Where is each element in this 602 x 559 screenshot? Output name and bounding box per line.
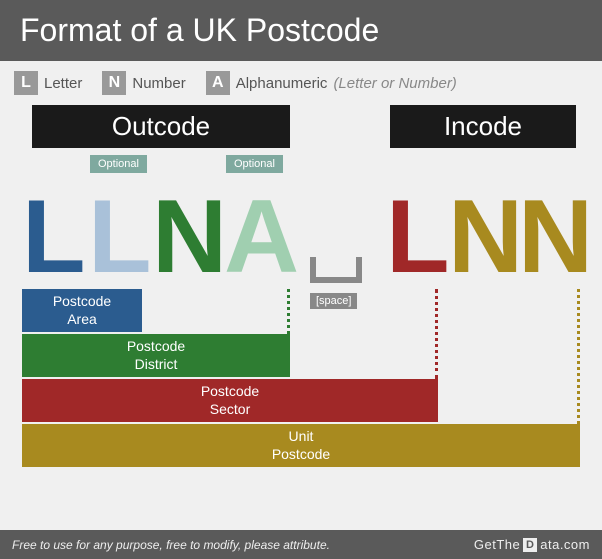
- level-bar-3: UnitPostcode: [22, 424, 580, 467]
- legend-label-letter: Letter: [44, 75, 82, 92]
- page-title: Format of a UK Postcode: [20, 12, 379, 48]
- char-2: N: [152, 185, 227, 289]
- legend-sub-alpha: (Letter or Number): [333, 75, 456, 92]
- dotted-connector-2: [435, 289, 438, 379]
- title-bar: Format of a UK Postcode: [0, 0, 602, 61]
- char-3: A: [224, 185, 299, 289]
- char-0: L: [22, 185, 86, 289]
- optional-badge-2: Optional: [226, 155, 283, 173]
- space-char: [310, 257, 362, 283]
- char-4: L: [386, 185, 450, 289]
- legend-label-number: Number: [132, 75, 185, 92]
- header-incode: Incode: [390, 105, 576, 148]
- level-bar-0: PostcodeArea: [22, 289, 142, 332]
- characters-row: [space] LLNALNN: [0, 179, 602, 289]
- space-label: [space]: [310, 293, 357, 309]
- char-6: N: [518, 185, 593, 289]
- legend-box-number: N: [102, 71, 126, 95]
- brand-post: ata.com: [540, 537, 590, 552]
- legend-label-alpha: Alphanumeric: [236, 75, 328, 92]
- level-bar-1: PostcodeDistrict: [22, 334, 290, 377]
- optional-badge-1: Optional: [90, 155, 147, 173]
- optional-badges: Optional Optional: [0, 155, 602, 179]
- header-outcode: Outcode: [32, 105, 290, 148]
- section-headers: Outcode Incode: [0, 105, 602, 149]
- footer: Free to use for any purpose, free to mod…: [0, 530, 602, 559]
- level-bar-2: PostcodeSector: [22, 379, 438, 422]
- legend-box-letter: L: [14, 71, 38, 95]
- brand-box: D: [523, 538, 537, 552]
- infographic: Format of a UK Postcode L Letter N Numbe…: [0, 0, 602, 559]
- brand-pre: GetThe: [474, 537, 520, 552]
- char-1: L: [88, 185, 152, 289]
- dotted-connector-1: [287, 289, 290, 334]
- legend: L Letter N Number A Alphanumeric (Letter…: [0, 61, 602, 101]
- legend-box-alpha: A: [206, 71, 230, 95]
- dotted-connector-3: [577, 289, 580, 424]
- footer-brand: GetTheData.com: [474, 537, 590, 552]
- char-5: N: [448, 185, 523, 289]
- footer-license: Free to use for any purpose, free to mod…: [12, 538, 330, 552]
